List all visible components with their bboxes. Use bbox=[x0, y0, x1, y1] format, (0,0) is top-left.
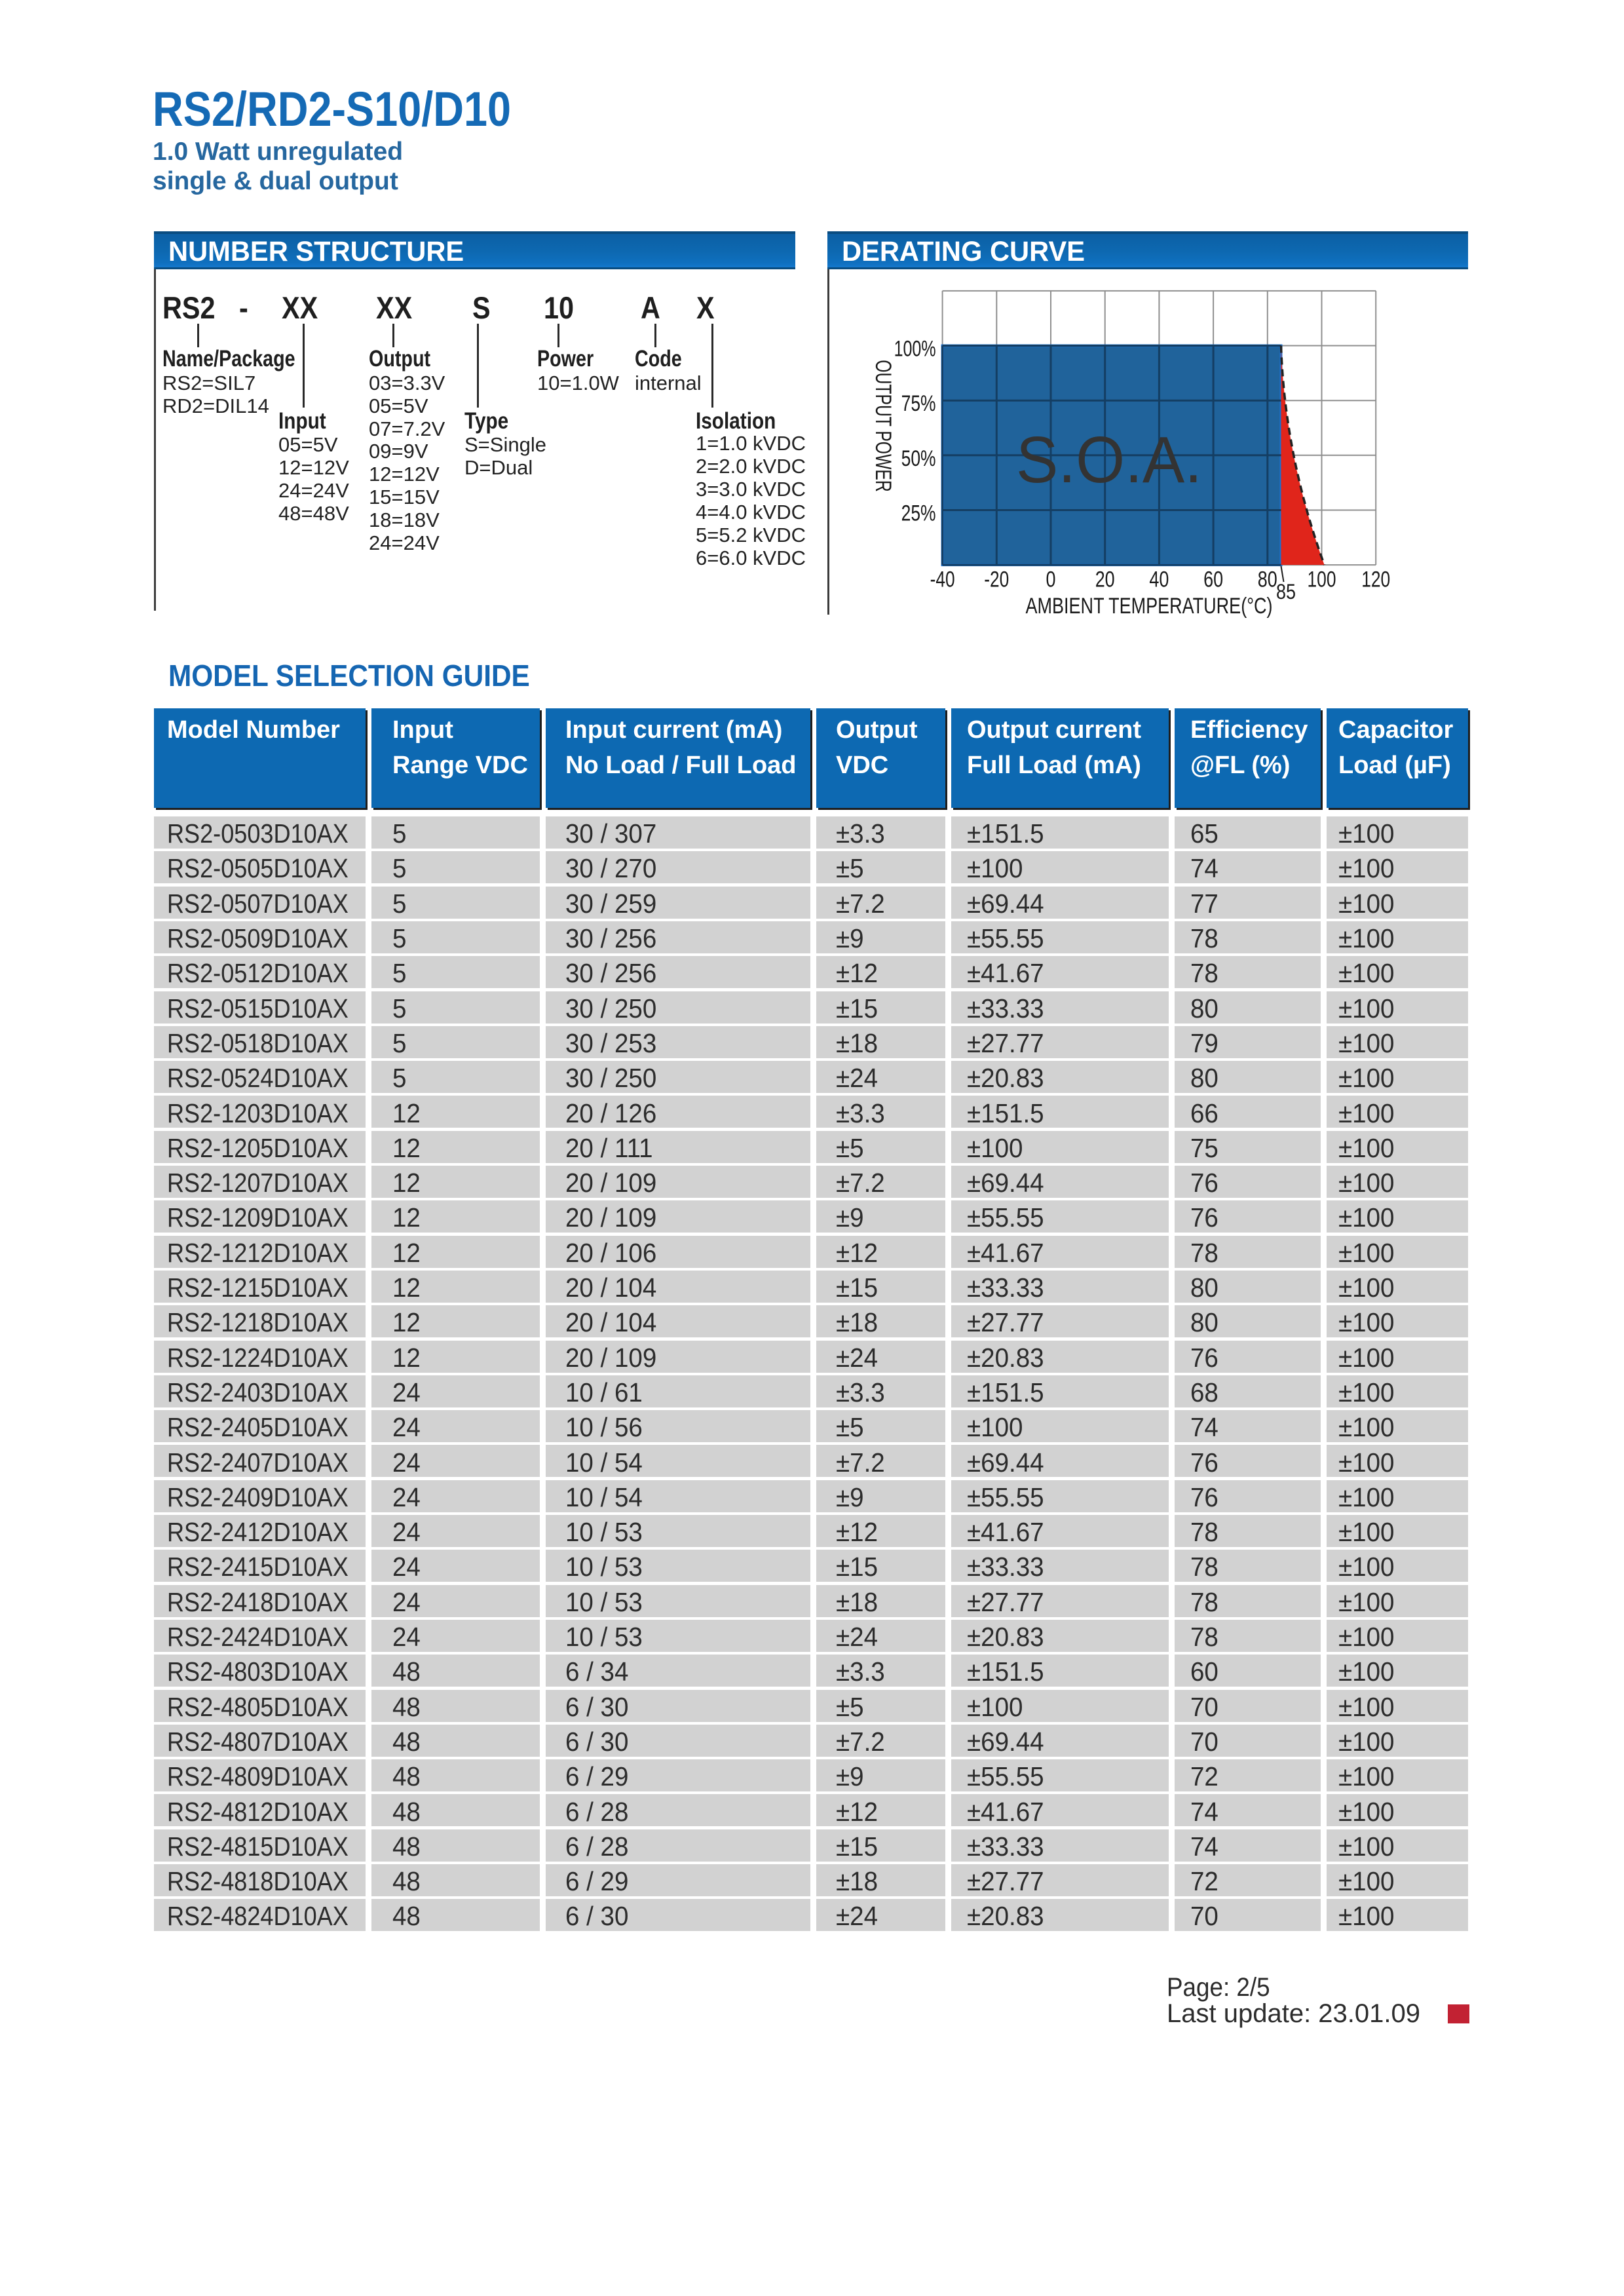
svg-text:60: 60 bbox=[1203, 567, 1223, 592]
svg-text:-20: -20 bbox=[984, 567, 1009, 592]
svg-text:-40: -40 bbox=[930, 567, 955, 592]
svg-text:100: 100 bbox=[1308, 567, 1336, 592]
svg-text:0: 0 bbox=[1046, 567, 1056, 592]
svg-text:100%: 100% bbox=[894, 337, 936, 362]
svg-text:25%: 25% bbox=[901, 501, 936, 526]
svg-text:75%: 75% bbox=[901, 391, 936, 416]
svg-text:120: 120 bbox=[1361, 567, 1390, 592]
svg-text:20: 20 bbox=[1095, 567, 1115, 592]
svg-text:S.O.A.: S.O.A. bbox=[1016, 423, 1202, 497]
svg-text:80: 80 bbox=[1258, 567, 1277, 592]
svg-text:AMBIENT TEMPERATURE(°C): AMBIENT TEMPERATURE(°C) bbox=[1026, 594, 1273, 619]
svg-text:50%: 50% bbox=[901, 446, 936, 471]
svg-text:OUTPUT POWER: OUTPUT POWER bbox=[871, 360, 896, 491]
svg-text:85: 85 bbox=[1276, 580, 1296, 603]
svg-text:40: 40 bbox=[1149, 567, 1169, 592]
